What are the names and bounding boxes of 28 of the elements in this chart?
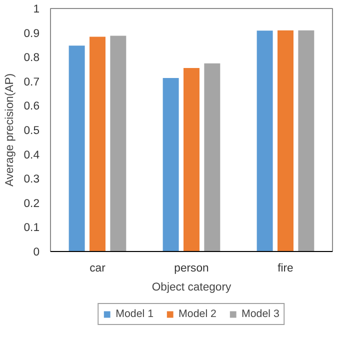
y-tick-label: 0.5	[24, 125, 40, 137]
bar	[184, 68, 200, 252]
bar	[204, 63, 220, 252]
bar	[68, 46, 85, 252]
y-tick-label: 0.1	[24, 222, 40, 234]
x-tick-label: car	[90, 262, 106, 274]
bar	[162, 78, 179, 252]
y-tick-label: 0.8	[24, 52, 40, 64]
y-tick-label: 0.6	[24, 100, 40, 113]
legend-label: Model 1	[116, 308, 154, 320]
x-tick-label: fire	[278, 262, 294, 274]
bar	[278, 30, 294, 252]
bar	[298, 30, 314, 252]
y-tick-label: 0.9	[24, 28, 40, 40]
y-axis-title: Average precision(AP)	[4, 73, 16, 187]
legend-label: Model 2	[178, 308, 216, 320]
bar	[256, 30, 273, 252]
y-tick-label: 0.7	[24, 76, 40, 88]
legend-label: Model 3	[241, 308, 280, 320]
x-axis-title: Object category	[152, 282, 232, 294]
y-tick-label: 1	[33, 4, 40, 16]
bar	[110, 36, 126, 252]
y-tick-label: 0.4	[24, 149, 40, 162]
x-tick-label: person	[174, 262, 209, 274]
y-tick-label: 0.3	[24, 174, 40, 186]
y-tick-label: 0.2	[24, 198, 40, 210]
bar	[90, 36, 106, 252]
y-tick-label: 0	[33, 246, 40, 258]
